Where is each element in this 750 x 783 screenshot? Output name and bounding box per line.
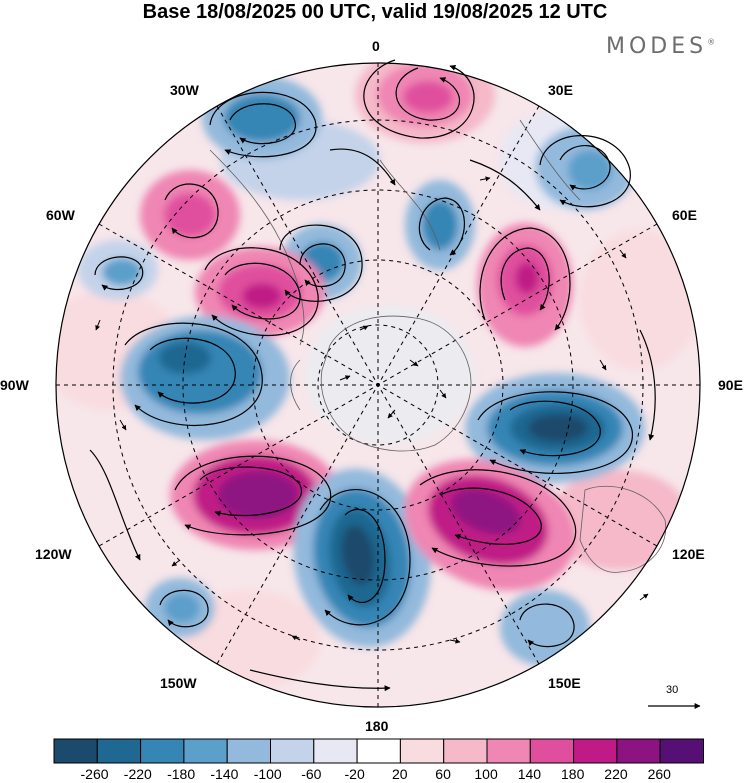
colorbar-swatch — [140, 738, 185, 764]
colorbar-tick-label: -220 — [123, 766, 152, 782]
colorbar-swatch — [659, 738, 705, 764]
map-boundary — [55, 62, 701, 708]
colorbar-tick-label: 180 — [561, 766, 585, 782]
colorbar-swatch — [183, 738, 228, 764]
colorbar-tick-label: 140 — [517, 766, 542, 782]
colorbar-swatch — [356, 738, 401, 764]
colorbar-tick-label: -260 — [80, 766, 109, 782]
logo-text: MODES — [606, 34, 708, 59]
lon-label-150e: 150E — [548, 675, 581, 691]
coastlines — [209, 119, 667, 573]
colorbar-swatch — [53, 738, 98, 764]
colorbar-swatch — [226, 738, 271, 764]
colorbar-swatch — [486, 738, 531, 764]
graticule — [56, 63, 700, 707]
colorbar — [53, 738, 705, 764]
colorbar-tick-label: -60 — [301, 766, 322, 782]
lon-label-90w: 90W — [0, 377, 29, 393]
colorbar-swatch — [399, 738, 445, 764]
lon-label-0: 0 — [372, 38, 380, 54]
lon-label-60w: 60W — [46, 207, 75, 223]
streamlines — [89, 59, 656, 692]
lon-label-180: 180 — [365, 718, 389, 734]
colorbar-tick-label: 20 — [392, 766, 408, 782]
colorbar-swatch — [573, 738, 618, 764]
map-title: Base 18/08/2025 00 UTC, valid 19/08/2025… — [142, 1, 608, 23]
lon-label-120e: 120E — [672, 546, 705, 562]
colorbar-tick-label: 60 — [435, 766, 451, 782]
lon-label-120w: 120W — [35, 546, 72, 562]
colorbar-swatch — [270, 738, 315, 764]
colorbar-tick-label: 100 — [474, 766, 498, 782]
lon-label-30e: 30E — [548, 82, 573, 98]
colorbar-swatch — [313, 738, 358, 764]
modes-logo: MODES® — [606, 34, 715, 59]
lon-label-90e: 90E — [718, 377, 743, 393]
lon-label-60e: 60E — [672, 207, 697, 223]
colorbar-tick-label: 220 — [604, 766, 628, 782]
lon-label-150w: 150W — [160, 675, 197, 691]
registered-mark: ® — [707, 37, 716, 47]
anomaly-field — [56, 63, 700, 707]
wind-vectors — [95, 176, 649, 644]
colorbar-swatch — [443, 738, 488, 764]
colorbar-tick-label: -100 — [253, 766, 282, 782]
colorbar-swatch — [96, 738, 142, 764]
reference-vector-value: 30 — [666, 684, 679, 696]
colorbar-swatch — [529, 738, 575, 764]
colorbar-tick-label: -140 — [210, 766, 239, 782]
colorbar-tick-label: 260 — [647, 766, 671, 782]
colorbar-swatch — [616, 738, 661, 764]
colorbar-tick-label: -180 — [167, 766, 196, 782]
colorbar-tick-label: -20 — [344, 766, 365, 782]
lon-label-30w: 30W — [170, 82, 199, 98]
